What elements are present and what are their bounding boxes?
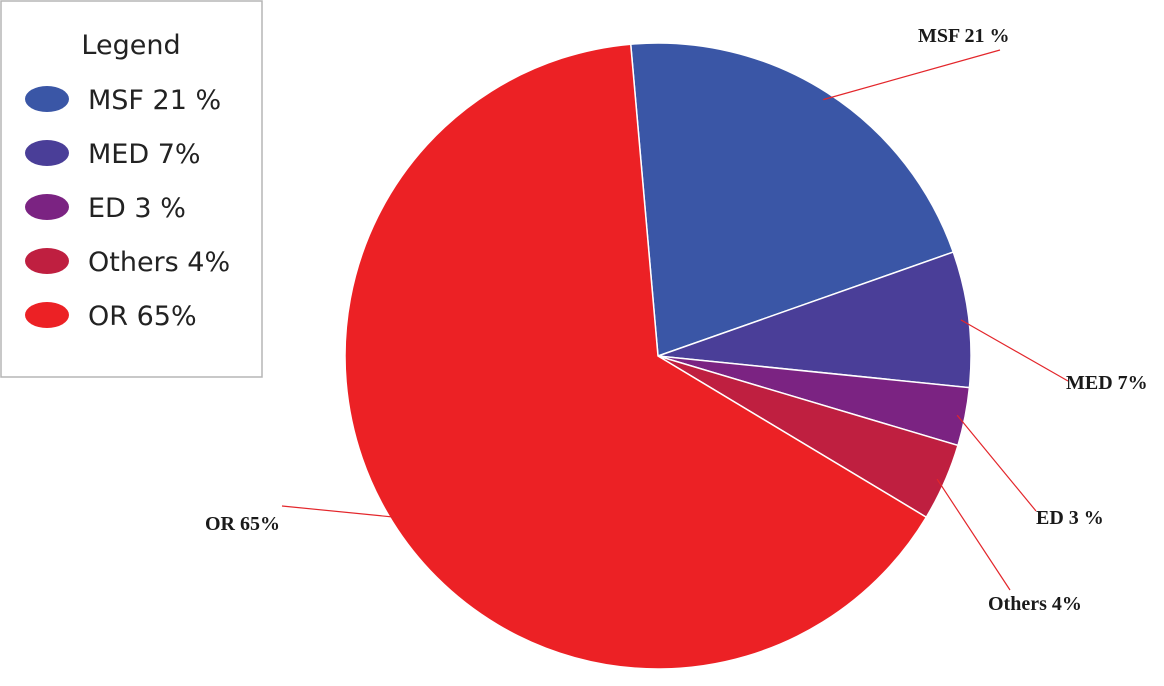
callout-leader-line <box>956 414 1037 512</box>
pie-slice <box>344 43 928 670</box>
callout-leader-line <box>823 49 1001 101</box>
slice-callout-label: OR 65% <box>205 513 280 535</box>
slice-callout-label: MED 7% <box>1066 372 1148 394</box>
legend-title: Legend <box>81 30 180 61</box>
callout-leader-line <box>281 505 400 519</box>
legend-label: MSF 21 % <box>88 85 221 116</box>
pie-slice <box>657 251 972 389</box>
pie-slice <box>629 42 955 358</box>
legend-swatch <box>25 194 69 220</box>
legend: Legend MSF 21 % MED 7% ED 3 % Others 4% OR 6… <box>0 0 263 378</box>
callout-leaders <box>281 49 1069 591</box>
legend-swatch <box>25 248 69 274</box>
slice-callout-label: ED 3 % <box>1036 507 1104 529</box>
pie-slices <box>344 42 972 670</box>
callout-leader-line <box>960 319 1069 382</box>
slice-callout-label: Others 4% <box>988 593 1082 615</box>
legend-label: OR 65% <box>88 301 197 332</box>
callout-leader-line <box>936 478 1011 591</box>
slice-callout-label: MSF 21 % <box>918 25 1009 47</box>
callout-labels: MSF 21 % MED 7% ED 3 % Others 4% OR 65% <box>205 25 1148 615</box>
legend-items: MSF 21 % MED 7% ED 3 % Others 4% OR 65% <box>25 85 230 332</box>
legend-label: MED 7% <box>88 139 201 170</box>
legend-label: Others 4% <box>88 247 230 278</box>
legend-swatch <box>25 86 69 112</box>
legend-swatch <box>25 140 69 166</box>
legend-swatch <box>25 302 69 328</box>
legend-label: ED 3 % <box>88 193 186 224</box>
